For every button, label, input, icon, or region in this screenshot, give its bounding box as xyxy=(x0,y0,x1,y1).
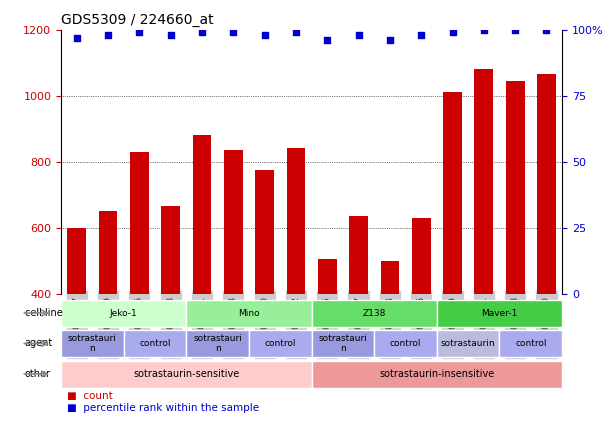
Text: control: control xyxy=(390,339,422,348)
Text: sotrastauri
n: sotrastauri n xyxy=(193,334,242,353)
Text: cell line: cell line xyxy=(25,308,62,318)
Point xyxy=(229,29,238,36)
Bar xyxy=(287,148,306,294)
Text: agent: agent xyxy=(25,338,53,349)
Bar xyxy=(99,211,117,294)
Bar xyxy=(312,330,374,357)
Point xyxy=(72,34,82,41)
Point xyxy=(510,26,520,33)
Bar xyxy=(506,81,524,294)
Text: Z138: Z138 xyxy=(362,308,386,318)
Point xyxy=(134,29,144,36)
Text: sotrastaurin: sotrastaurin xyxy=(441,339,496,348)
Text: control: control xyxy=(265,339,296,348)
Point xyxy=(197,29,207,36)
Bar xyxy=(186,300,312,327)
Text: Maver-1: Maver-1 xyxy=(481,308,518,318)
Bar xyxy=(161,206,180,294)
Bar xyxy=(312,300,437,327)
Point xyxy=(166,31,175,38)
Point xyxy=(354,31,364,38)
Bar xyxy=(61,300,186,327)
Bar xyxy=(61,330,123,357)
Bar xyxy=(437,300,562,327)
Bar xyxy=(437,330,500,357)
Bar xyxy=(381,261,400,294)
Bar xyxy=(475,69,493,294)
Bar xyxy=(374,330,437,357)
Bar xyxy=(443,92,462,294)
Text: control: control xyxy=(515,339,547,348)
Bar xyxy=(318,259,337,294)
Point xyxy=(448,29,458,36)
Text: sotrastaurin-insensitive: sotrastaurin-insensitive xyxy=(379,369,494,379)
Bar xyxy=(500,330,562,357)
Bar xyxy=(312,361,562,387)
Point xyxy=(479,26,489,33)
Point xyxy=(385,37,395,44)
Bar xyxy=(130,152,149,294)
Bar xyxy=(192,135,211,294)
Bar xyxy=(537,74,556,294)
Text: other: other xyxy=(25,369,51,379)
Bar xyxy=(61,361,312,387)
Bar xyxy=(224,150,243,294)
Text: sotrastaurin-sensitive: sotrastaurin-sensitive xyxy=(133,369,240,379)
Bar xyxy=(255,170,274,294)
Text: GDS5309 / 224660_at: GDS5309 / 224660_at xyxy=(61,13,214,27)
Bar xyxy=(67,228,86,294)
Text: ■  count: ■ count xyxy=(67,390,113,401)
Text: sotrastauri
n: sotrastauri n xyxy=(318,334,367,353)
Text: Mino: Mino xyxy=(238,308,260,318)
Text: ■  percentile rank within the sample: ■ percentile rank within the sample xyxy=(67,403,259,413)
Text: Jeko-1: Jeko-1 xyxy=(110,308,137,318)
Bar xyxy=(249,330,312,357)
Point xyxy=(260,31,269,38)
Point xyxy=(103,31,113,38)
Point xyxy=(541,26,551,33)
Text: sotrastauri
n: sotrastauri n xyxy=(68,334,117,353)
Bar xyxy=(349,216,368,294)
Bar xyxy=(412,218,431,294)
Bar xyxy=(123,330,186,357)
Point xyxy=(291,29,301,36)
Point xyxy=(416,31,426,38)
Bar xyxy=(186,330,249,357)
Text: control: control xyxy=(139,339,171,348)
Point xyxy=(323,37,332,44)
